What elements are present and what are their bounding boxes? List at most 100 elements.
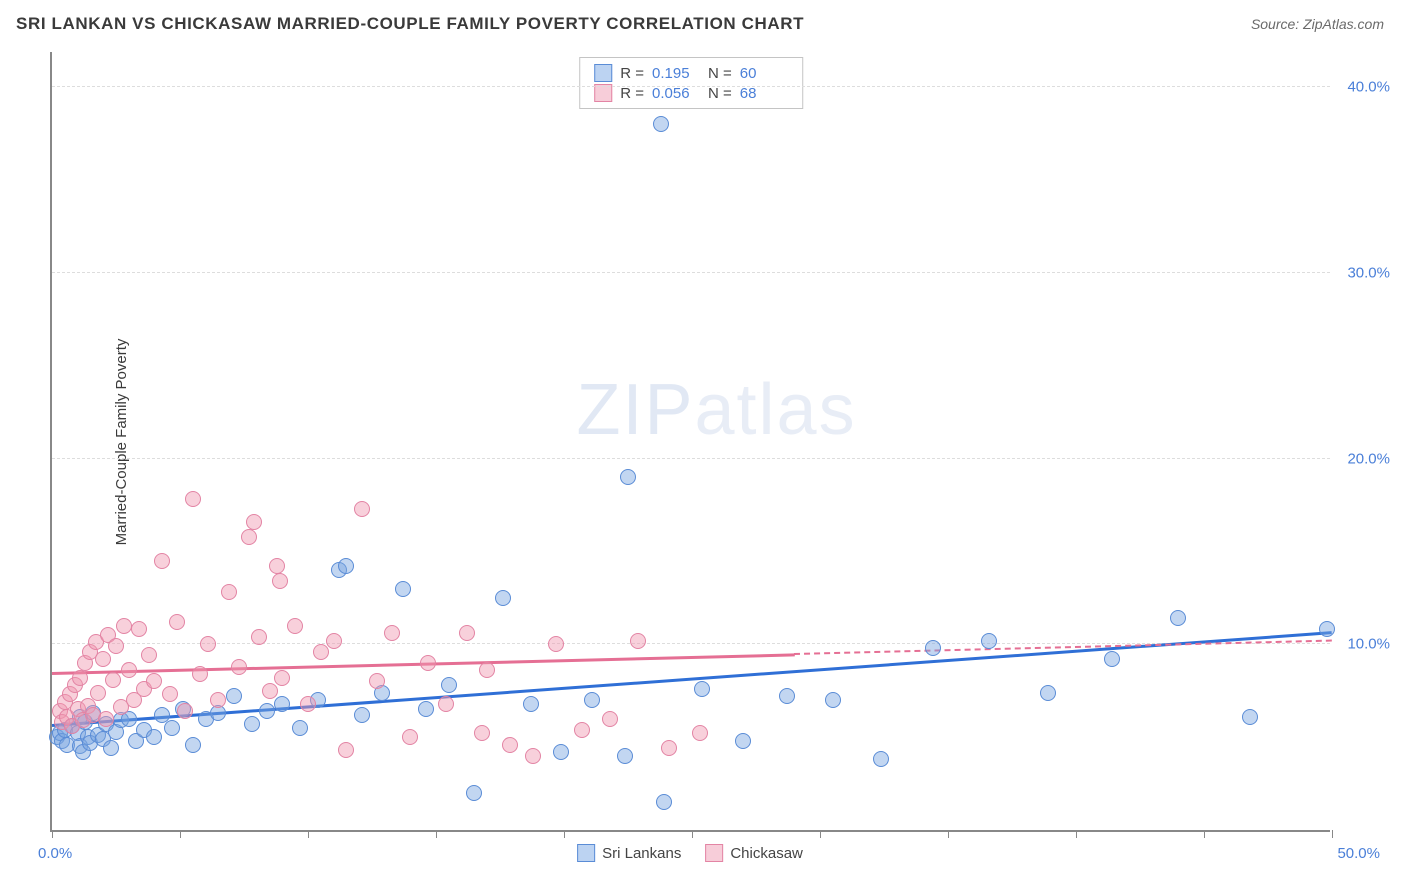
data-point (105, 672, 121, 688)
data-point (694, 681, 710, 697)
data-point (274, 670, 290, 686)
data-point (185, 491, 201, 507)
data-point (369, 673, 385, 689)
data-point (661, 740, 677, 756)
data-point (418, 701, 434, 717)
data-point (108, 638, 124, 654)
data-point (177, 703, 193, 719)
data-point (602, 711, 618, 727)
data-point (72, 670, 88, 686)
data-point (292, 720, 308, 736)
chart-container: Married-Couple Family Poverty ZIPatlas R… (50, 52, 1330, 832)
source-credit: Source: ZipAtlas.com (1251, 16, 1384, 32)
legend-label: Sri Lankans (602, 845, 681, 862)
legend-label: Chickasaw (730, 845, 803, 862)
data-point (131, 621, 147, 637)
x-tick (52, 830, 53, 838)
data-point (1242, 709, 1258, 725)
data-point (274, 696, 290, 712)
x-axis-min-label: 0.0% (38, 845, 72, 862)
data-point (630, 633, 646, 649)
data-point (246, 514, 262, 530)
data-point (313, 644, 329, 660)
data-point (735, 733, 751, 749)
data-point (574, 722, 590, 738)
legend-swatch (577, 844, 595, 862)
stats-r-label: R = (620, 65, 644, 82)
y-tick-label: 30.0% (1347, 264, 1390, 281)
data-point (192, 666, 208, 682)
data-point (474, 725, 490, 741)
x-tick (436, 830, 437, 838)
data-point (338, 558, 354, 574)
data-point (825, 692, 841, 708)
correlation-stats-box: R =0.195N =60R =0.056N =68 (579, 57, 803, 109)
data-point (617, 748, 633, 764)
data-point (873, 751, 889, 767)
data-point (259, 703, 275, 719)
data-point (981, 633, 997, 649)
data-point (584, 692, 600, 708)
data-point (210, 692, 226, 708)
y-tick-label: 40.0% (1347, 79, 1390, 96)
data-point (525, 748, 541, 764)
data-point (402, 729, 418, 745)
y-tick-label: 20.0% (1347, 450, 1390, 467)
data-point (466, 785, 482, 801)
gridline (52, 86, 1330, 87)
data-point (141, 647, 157, 663)
x-tick (692, 830, 693, 838)
y-tick-label: 10.0% (1347, 636, 1390, 653)
x-tick (1204, 830, 1205, 838)
data-point (244, 716, 260, 732)
data-point (146, 729, 162, 745)
watermark: ZIPatlas (576, 369, 856, 451)
data-point (95, 651, 111, 667)
data-point (272, 573, 288, 589)
data-point (300, 696, 316, 712)
plot-area: ZIPatlas R =0.195N =60R =0.056N =68 10.0… (50, 52, 1330, 832)
data-point (656, 794, 672, 810)
x-tick (1076, 830, 1077, 838)
gridline (52, 458, 1330, 459)
legend-bottom: Sri Lankans Chickasaw (577, 844, 803, 862)
data-point (479, 662, 495, 678)
data-point (221, 584, 237, 600)
x-tick (948, 830, 949, 838)
data-point (269, 558, 285, 574)
stats-n-label: N = (708, 65, 732, 82)
data-point (459, 625, 475, 641)
stats-r-value: 0.195 (652, 65, 700, 82)
data-point (438, 696, 454, 712)
data-point (395, 581, 411, 597)
x-tick (564, 830, 565, 838)
data-point (231, 659, 247, 675)
data-point (251, 629, 267, 645)
data-point (420, 655, 436, 671)
gridline (52, 272, 1330, 273)
data-point (548, 636, 564, 652)
x-tick (820, 830, 821, 838)
watermark-bold: ZIP (576, 370, 694, 450)
data-point (162, 686, 178, 702)
chart-title: SRI LANKAN VS CHICKASAW MARRIED-COUPLE F… (16, 14, 804, 34)
data-point (779, 688, 795, 704)
data-point (553, 744, 569, 760)
legend-swatch (705, 844, 723, 862)
data-point (287, 618, 303, 634)
data-point (103, 740, 119, 756)
data-point (185, 737, 201, 753)
data-point (169, 614, 185, 630)
data-point (441, 677, 457, 693)
x-tick (180, 830, 181, 838)
data-point (384, 625, 400, 641)
data-point (925, 640, 941, 656)
data-point (146, 673, 162, 689)
data-point (523, 696, 539, 712)
data-point (1319, 621, 1335, 637)
data-point (338, 742, 354, 758)
x-axis-max-label: 50.0% (1337, 845, 1380, 862)
data-point (354, 707, 370, 723)
data-point (692, 725, 708, 741)
data-point (354, 501, 370, 517)
